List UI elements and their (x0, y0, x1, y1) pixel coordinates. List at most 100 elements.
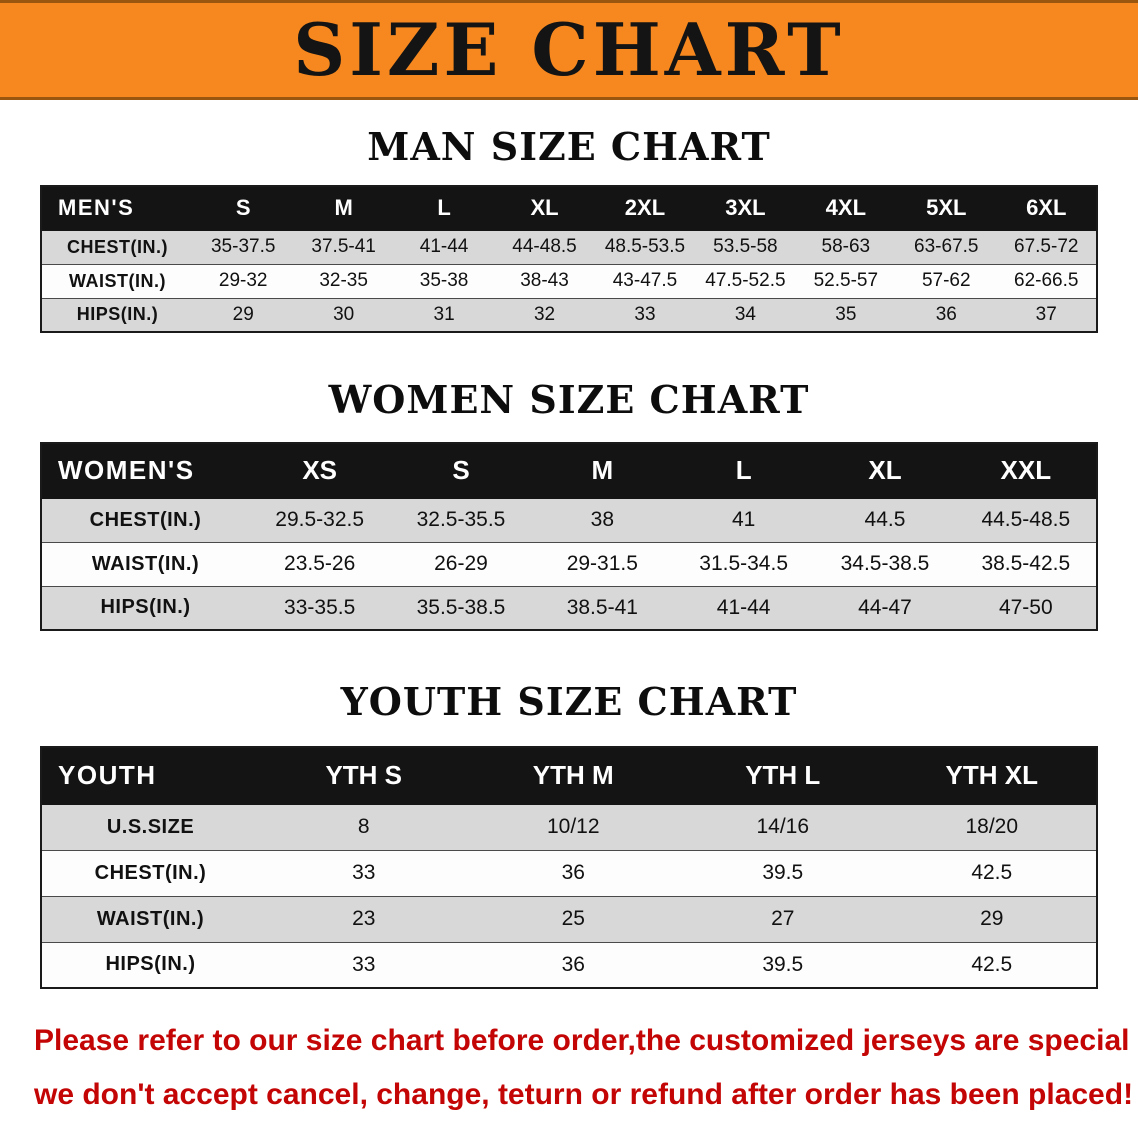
row-label-cell: HIPS(IN.) (41, 585, 249, 631)
value-cell: 33 (594, 297, 696, 333)
value-cell: 35-38 (393, 263, 495, 299)
value-cell: 52.5-57 (795, 263, 897, 299)
value-cell: 41-44 (393, 229, 495, 265)
value-cell: 37 (996, 297, 1097, 333)
table-row: WAIST(IN.) 29-32 32-35 35-38 38-43 43-47.5 47.… (41, 263, 1097, 299)
table-corner-label: YOUTH (41, 746, 259, 805)
value-cell: 33-35.5 (249, 585, 391, 631)
value-cell: 23.5-26 (249, 541, 391, 587)
value-cell: 34 (695, 297, 796, 333)
size-header-cell: YTH M (468, 746, 678, 805)
size-header-cell: 4XL (795, 185, 897, 231)
value-cell: 39.5 (678, 941, 888, 989)
youth-size-table: YOUTH YTH S YTH M YTH L YTH XL U.S.SIZE 8 10/12… (40, 746, 1098, 989)
man-size-chart-heading: MAN SIZE CHART (367, 124, 771, 169)
table-header-row: WOMEN'S XS S M L XL XXL (41, 442, 1097, 499)
value-cell: 42.5 (887, 849, 1097, 897)
value-cell: 43-47.5 (594, 263, 696, 299)
value-cell: 62-66.5 (996, 263, 1097, 299)
size-header-cell: YTH XL (887, 746, 1097, 805)
order-policy-line-2: we don't accept cancel, change, teturn o… (34, 1077, 1134, 1111)
table-row: HIPS(IN.) 33-35.5 35.5-38.5 38.5-41 41-44 44-… (41, 585, 1097, 631)
value-cell: 63-67.5 (896, 229, 997, 265)
value-cell: 42.5 (887, 941, 1097, 989)
value-cell: 36 (468, 941, 678, 989)
value-cell: 18/20 (887, 803, 1097, 851)
value-cell: 10/12 (468, 803, 678, 851)
row-label-cell: U.S.SIZE (41, 803, 259, 851)
value-cell: 29 (887, 895, 1097, 943)
value-cell: 35 (795, 297, 897, 333)
value-cell: 41 (672, 497, 815, 543)
value-cell: 35-37.5 (193, 229, 294, 265)
table-header-row: MEN'S S M L XL 2XL 3XL 4XL 5XL 6XL (41, 185, 1097, 231)
value-cell: 44.5-48.5 (955, 497, 1097, 543)
row-label-cell: CHEST(IN.) (41, 849, 259, 897)
row-label-cell: WAIST(IN.) (41, 895, 259, 943)
womens-size-table: WOMEN'S XS S M L XL XXL CHEST(IN.) 29.5-32.5 32.5… (40, 442, 1098, 631)
value-cell: 58-63 (795, 229, 897, 265)
value-cell: 36 (468, 849, 678, 897)
value-cell: 34.5-38.5 (814, 541, 956, 587)
size-header-cell: L (393, 185, 495, 231)
value-cell: 36 (896, 297, 997, 333)
value-cell: 41-44 (672, 585, 815, 631)
value-cell: 31.5-34.5 (672, 541, 815, 587)
size-header-cell: XL (494, 185, 595, 231)
table-corner-label: MEN'S (41, 185, 193, 231)
value-cell: 14/16 (678, 803, 888, 851)
table-row: CHEST(IN.) 33 36 39.5 42.5 (41, 849, 1097, 897)
size-header-cell: 2XL (594, 185, 696, 231)
value-cell: 29 (193, 297, 294, 333)
value-cell: 29-32 (193, 263, 294, 299)
table-row: U.S.SIZE 8 10/12 14/16 18/20 (41, 803, 1097, 851)
size-header-cell: S (193, 185, 294, 231)
value-cell: 38-43 (494, 263, 595, 299)
value-cell: 47.5-52.5 (695, 263, 796, 299)
size-header-cell: 6XL (996, 185, 1097, 231)
value-cell: 53.5-58 (695, 229, 796, 265)
table-row: WAIST(IN.) 23 25 27 29 (41, 895, 1097, 943)
value-cell: 48.5-53.5 (594, 229, 696, 265)
size-header-cell: 3XL (695, 185, 796, 231)
value-cell: 44.5 (814, 497, 956, 543)
value-cell: 39.5 (678, 849, 888, 897)
row-label-cell: WAIST(IN.) (41, 263, 193, 299)
size-header-cell: YTH L (678, 746, 888, 805)
value-cell: 26-29 (390, 541, 532, 587)
value-cell: 33 (259, 849, 469, 897)
order-policy-notice: Please refer to our size chart before or… (0, 1019, 1138, 1116)
value-cell: 38 (531, 497, 673, 543)
row-label-cell: CHEST(IN.) (41, 229, 193, 265)
value-cell: 38.5-41 (531, 585, 673, 631)
value-cell: 35.5-38.5 (390, 585, 532, 631)
table-row: HIPS(IN.) 29 30 31 32 33 34 35 36 37 (41, 297, 1097, 333)
row-label-cell: HIPS(IN.) (41, 941, 259, 989)
size-header-cell: L (672, 442, 815, 499)
value-cell: 32 (494, 297, 595, 333)
value-cell: 29.5-32.5 (249, 497, 391, 543)
size-header-cell: YTH S (259, 746, 469, 805)
value-cell: 44-48.5 (494, 229, 595, 265)
value-cell: 67.5-72 (996, 229, 1097, 265)
value-cell: 8 (259, 803, 469, 851)
women-size-chart-heading: WOMEN SIZE CHART (328, 377, 810, 422)
row-label-cell: HIPS(IN.) (41, 297, 193, 333)
size-header-cell: S (390, 442, 532, 499)
table-row: CHEST(IN.) 29.5-32.5 32.5-35.5 38 41 44.5 44.5… (41, 497, 1097, 543)
youth-size-chart-heading: YOUTH SIZE CHART (340, 679, 798, 724)
size-chart-banner: SIZE CHART (0, 0, 1138, 100)
value-cell: 37.5-41 (293, 229, 394, 265)
size-header-cell: XS (249, 442, 391, 499)
table-header-row: YOUTH YTH S YTH M YTH L YTH XL (41, 746, 1097, 805)
value-cell: 44-47 (814, 585, 956, 631)
value-cell: 30 (293, 297, 394, 333)
size-header-cell: M (531, 442, 673, 499)
size-chart-title: SIZE CHART (293, 7, 845, 92)
value-cell: 32.5-35.5 (390, 497, 532, 543)
value-cell: 38.5-42.5 (955, 541, 1097, 587)
value-cell: 57-62 (896, 263, 997, 299)
order-policy-line-1: Please refer to our size chart before or… (34, 1024, 1138, 1057)
row-label-cell: CHEST(IN.) (41, 497, 249, 543)
